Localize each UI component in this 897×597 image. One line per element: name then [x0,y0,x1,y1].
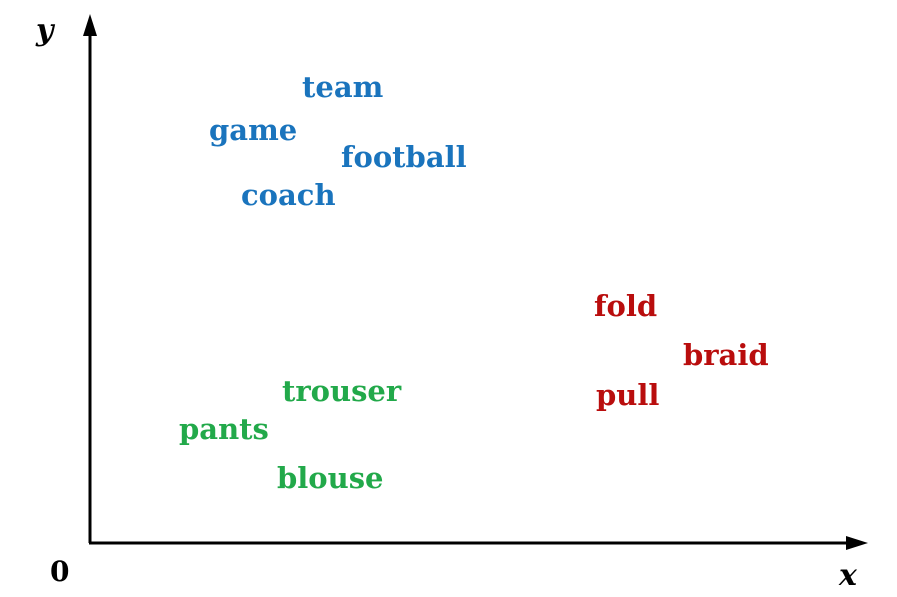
word-team: team [302,70,384,104]
word-pants: pants [179,412,269,446]
y-axis-label: y [36,13,54,48]
origin-label: 0 [50,555,70,588]
word-fold: fold [594,289,658,323]
word-trouser: trouser [282,374,402,408]
word-game: game [209,113,298,147]
y-axis-arrow [83,14,97,36]
word-braid: braid [683,338,769,372]
word-pull: pull [596,378,660,412]
x-axis-arrow [846,536,868,550]
word-coach: coach [241,178,336,212]
word-football: football [341,140,467,174]
x-axis-label: x [839,558,857,593]
word-blouse: blouse [277,461,384,495]
